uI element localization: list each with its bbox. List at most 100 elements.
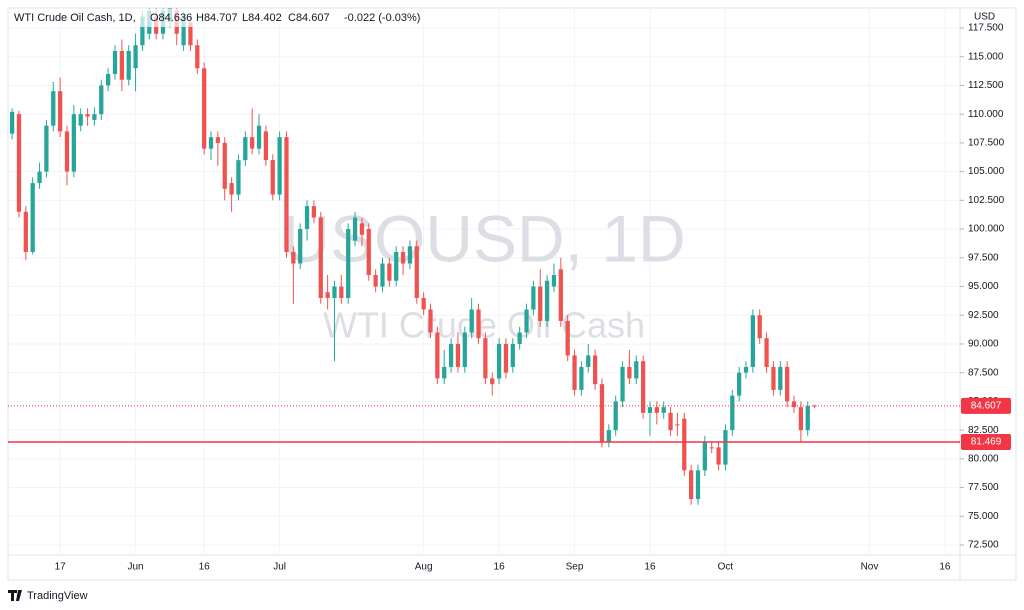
candle-body [524,309,529,333]
candle-body [236,160,241,195]
candle-body [661,407,666,413]
candle-body [620,366,625,402]
candle-body [517,332,522,344]
legend-change: -0.022 (-0.03%) [344,12,420,24]
candle-body [805,405,810,431]
y-tick-label: 107.500 [968,138,1005,149]
candle-body [730,395,735,431]
candle-body [291,252,296,264]
y-tick-label: 105.000 [968,166,1005,177]
candle-body [106,73,111,86]
candle-body [538,286,543,321]
candle-body [215,137,221,143]
candle-body [99,85,104,115]
y-tick-label: 102.500 [968,195,1005,206]
chart-title: WTI Crude Oil Cash, 1D, [14,12,136,24]
candle-body [325,292,330,298]
candle-body [188,22,193,46]
candle-body [284,137,289,253]
brand-name: TradingView [27,590,88,602]
x-tick-label: Nov [861,562,879,573]
x-tick-label: 16 [494,562,506,573]
candle-body [640,361,646,413]
y-tick-label: 77.500 [968,482,999,493]
candle-body [428,309,433,333]
y-tick-label: 75.000 [968,511,999,522]
candle-body [58,91,63,132]
candle-body [778,366,783,390]
price-label-bg [961,397,1011,414]
candle-body [469,309,474,333]
candle-body [716,447,721,465]
price-label: 84.607 [971,401,1002,412]
watermark-symbol: USOUSD, 1D [282,201,685,275]
candle-body [791,401,797,408]
candle-body [503,343,509,373]
candle-body [627,366,632,379]
candle-body [675,424,680,426]
candle-body [586,355,591,367]
candle-body [757,315,762,339]
candle-body [119,50,124,80]
candle-body [647,407,653,413]
candle-body [9,111,15,134]
legend-value: L84.402 [242,12,282,24]
candle-body [64,131,70,172]
candle-body [92,114,97,120]
candle-body [202,68,207,149]
price-label-bg [961,433,1011,450]
y-tick-label: 80.000 [968,453,999,464]
candles [9,8,817,505]
candle-body [359,223,365,235]
x-tick-label: 16 [939,562,951,573]
candle-body [750,315,755,367]
y-tick-label: 90.000 [968,339,999,350]
candle-body [23,211,28,253]
candle-body [400,252,406,264]
currency: USD [974,12,995,23]
candle-body [140,16,145,46]
candle-body [414,246,419,298]
candle-body [208,137,214,149]
y-tick-label: 92.500 [968,310,999,321]
candle-body [71,114,76,172]
candle-body [455,343,461,367]
x-tick-label: Sep [566,562,584,573]
candle-body [462,332,467,367]
y-tick-label: 117.500 [968,23,1004,34]
frame [7,7,1017,581]
candle-body [634,361,639,379]
candle-body [551,275,557,287]
candle-body [270,160,275,195]
candle-body [771,366,776,390]
candle-body [352,217,358,241]
candle-body [599,384,605,442]
legend-value: C84.607 [288,12,330,24]
candle-body [346,229,351,298]
candle-body [579,366,584,390]
candle-body [448,343,454,367]
candle-body [606,430,611,442]
candle-body [195,45,200,69]
candle-body [510,343,515,367]
candle-body [798,407,804,431]
brand-logo [8,590,22,601]
y-tick-label: 112.500 [968,80,1004,91]
x-tick-label: Jun [128,562,144,573]
candle-body [222,142,227,189]
candle-body [689,470,694,500]
candle-body [476,309,481,339]
candle-body [332,286,337,298]
candle-body [743,366,749,373]
y-tick-label: 110.000 [968,109,1004,120]
candle-body [483,338,488,379]
candle-body [373,275,378,287]
candle-body [311,206,317,218]
candle-body [229,183,234,195]
candle-body [785,366,790,402]
candle-body [30,183,35,253]
candle-body [37,171,42,184]
candle-body [407,246,413,264]
candle-body [531,286,536,310]
